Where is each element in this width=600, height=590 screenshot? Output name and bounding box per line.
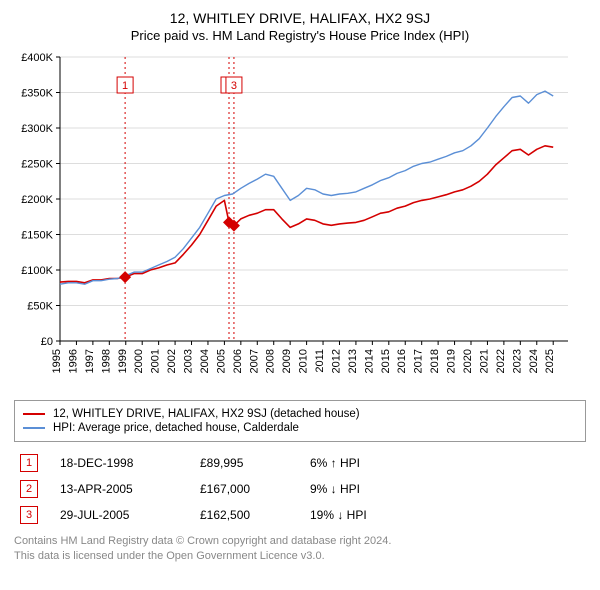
svg-text:£150K: £150K <box>21 230 53 242</box>
sale-price: £89,995 <box>194 450 304 476</box>
sale-date: 13-APR-2005 <box>54 476 194 502</box>
legend-box: 12, WHITLEY DRIVE, HALIFAX, HX2 9SJ (det… <box>14 400 586 442</box>
legend-row-subject: 12, WHITLEY DRIVE, HALIFAX, HX2 9SJ (det… <box>23 407 577 421</box>
svg-text:1996: 1996 <box>67 349 79 373</box>
legend-swatch-subject <box>23 413 45 415</box>
chart-svg: £0 £50K £100K £150K £200K £250K £300K £350K £400… <box>14 51 574 391</box>
svg-text:1997: 1997 <box>84 349 96 373</box>
price-chart: £0 £50K £100K £150K £200K £250K £300K £350K £400… <box>14 51 586 396</box>
svg-text:2006: 2006 <box>232 349 244 373</box>
sale-badge: 3 <box>20 506 38 524</box>
svg-text:2017: 2017 <box>413 349 425 373</box>
svg-text:1999: 1999 <box>117 349 129 373</box>
svg-text:2015: 2015 <box>380 349 392 373</box>
sale-vs-hpi: 19% ↓ HPI <box>304 502 586 528</box>
svg-text:2007: 2007 <box>248 349 260 373</box>
svg-text:2020: 2020 <box>462 349 474 373</box>
sales-table: 1 18-DEC-1998£89,9956% ↑ HPI 2 13-APR-2005£… <box>14 450 586 528</box>
svg-text:2004: 2004 <box>199 349 211 373</box>
attribution-line1: Contains HM Land Registry data © Crown c… <box>14 534 586 549</box>
svg-text:£200K: £200K <box>21 194 53 206</box>
svg-text:£100K: £100K <box>21 265 53 277</box>
sale-badge: 2 <box>20 480 38 498</box>
sale-date: 18-DEC-1998 <box>54 450 194 476</box>
sale-date: 29-JUL-2005 <box>54 502 194 528</box>
svg-text:2012: 2012 <box>330 349 342 373</box>
svg-text:2025: 2025 <box>544 349 556 373</box>
svg-text:£300K: £300K <box>21 123 53 135</box>
sale-price: £162,500 <box>194 502 304 528</box>
svg-text:2019: 2019 <box>446 349 458 373</box>
svg-text:2009: 2009 <box>281 349 293 373</box>
legend-label-hpi: HPI: Average price, detached house, Cald… <box>53 422 299 434</box>
svg-text:2021: 2021 <box>478 349 490 373</box>
svg-text:1998: 1998 <box>100 349 112 373</box>
svg-text:2023: 2023 <box>511 349 523 373</box>
legend-label-subject: 12, WHITLEY DRIVE, HALIFAX, HX2 9SJ (det… <box>53 408 360 420</box>
svg-text:2024: 2024 <box>528 349 540 373</box>
svg-text:2016: 2016 <box>396 349 408 373</box>
svg-text:£400K: £400K <box>21 52 53 64</box>
svg-text:2000: 2000 <box>133 349 145 373</box>
sale-price: £167,000 <box>194 476 304 502</box>
svg-text:2008: 2008 <box>265 349 277 373</box>
svg-text:£0: £0 <box>41 336 53 348</box>
legend-swatch-hpi <box>23 427 45 429</box>
sale-row: 1 18-DEC-1998£89,9956% ↑ HPI <box>14 450 586 476</box>
svg-text:2005: 2005 <box>215 349 227 373</box>
svg-text:£350K: £350K <box>21 88 53 100</box>
sale-vs-hpi: 6% ↑ HPI <box>304 450 586 476</box>
svg-text:2022: 2022 <box>495 349 507 373</box>
sale-row: 2 13-APR-2005£167,0009% ↓ HPI <box>14 476 586 502</box>
svg-text:2013: 2013 <box>347 349 359 373</box>
svg-text:2003: 2003 <box>183 349 195 373</box>
svg-text:£250K: £250K <box>21 159 53 171</box>
svg-text:1995: 1995 <box>51 349 63 373</box>
svg-text:3: 3 <box>231 80 237 92</box>
svg-text:2018: 2018 <box>429 349 441 373</box>
svg-text:£50K: £50K <box>27 301 53 313</box>
svg-text:2010: 2010 <box>298 349 310 373</box>
legend-row-hpi: HPI: Average price, detached house, Cald… <box>23 421 577 435</box>
svg-text:2011: 2011 <box>314 349 326 373</box>
svg-text:2014: 2014 <box>363 349 375 373</box>
svg-text:2002: 2002 <box>166 349 178 373</box>
svg-text:1: 1 <box>122 80 128 92</box>
svg-text:2001: 2001 <box>150 349 162 373</box>
chart-title: 12, WHITLEY DRIVE, HALIFAX, HX2 9SJ <box>14 10 586 26</box>
attribution-line2: This data is licensed under the Open Gov… <box>14 549 586 564</box>
sale-badge: 1 <box>20 454 38 472</box>
attribution: Contains HM Land Registry data © Crown c… <box>14 534 586 564</box>
chart-subtitle: Price paid vs. HM Land Registry's House … <box>14 28 586 43</box>
sale-vs-hpi: 9% ↓ HPI <box>304 476 586 502</box>
sale-row: 3 29-JUL-2005£162,50019% ↓ HPI <box>14 502 586 528</box>
